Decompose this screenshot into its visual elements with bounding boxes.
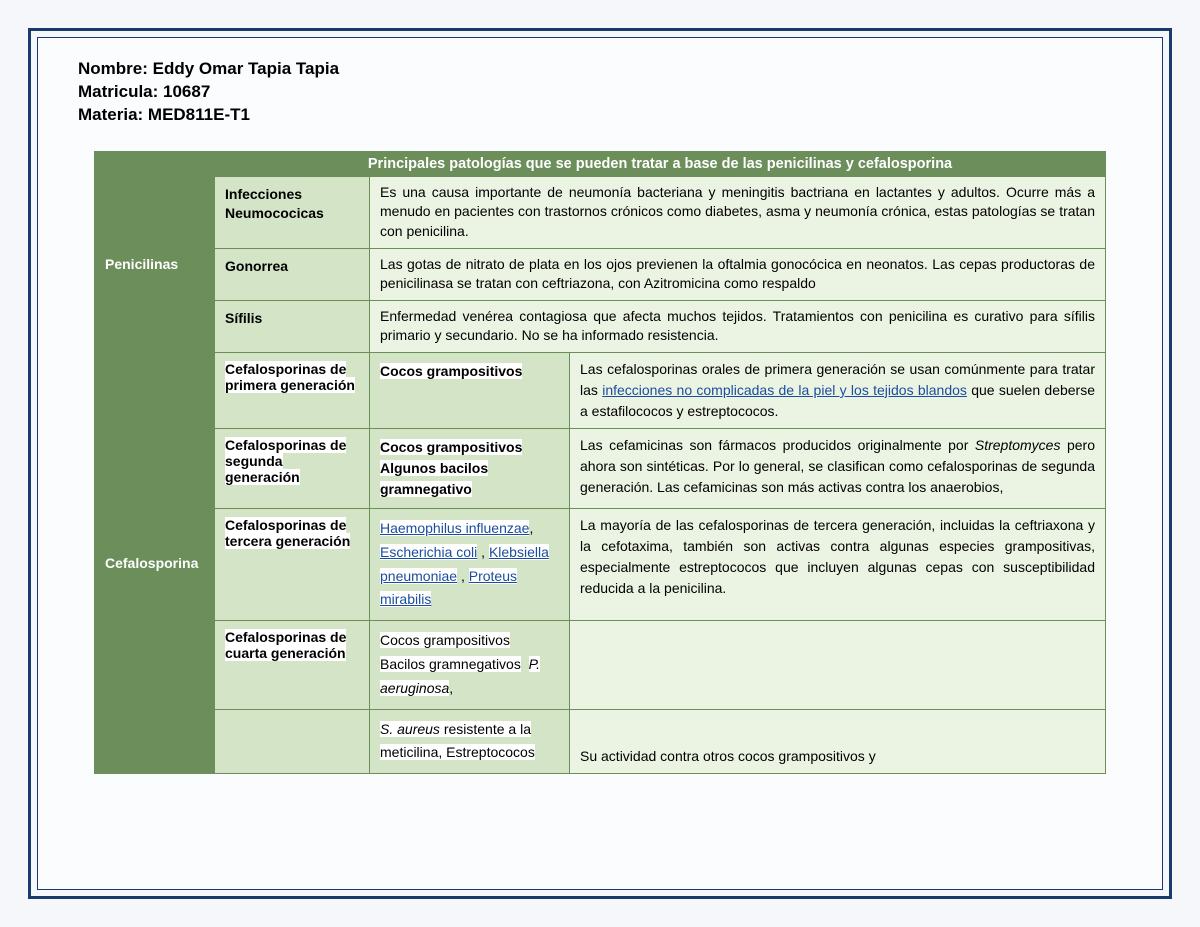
mid-text: Cocos grampositivos [380,363,522,379]
page-frame: Nombre: Eddy Omar Tapia Tapia Matricula:… [0,0,1200,927]
sub-text: Cefalosporinas de cuarta generación [225,629,346,661]
description: Las gotas de nitrato de plata en los ojo… [370,248,1106,300]
table-title: Principales patologías que se pueden tra… [215,151,1106,176]
mid-cell: Haemophilus influenzae, Escherichia coli… [370,508,570,620]
mid-text: Algunos bacilos gramnegativo [380,460,488,497]
mid-cell: Cocos grampositivos [370,352,570,428]
description: La mayoría de las cefalosporinas de terc… [570,508,1106,620]
header-materia: Materia: MED811E-T1 [78,104,1106,127]
table-row: Gonorrea Las gotas de nitrato de plata e… [95,248,1106,300]
description: Las cefalosporinas orales de primera gen… [570,352,1106,428]
mid-text-italic: S. aureus [380,721,440,737]
table-row: S. aureus resistente a la meticilina, Es… [95,709,1106,774]
description: Su actividad contra otros cocos gramposi… [570,709,1106,774]
desc-link[interactable]: infecciones no complicadas de la piel y … [602,382,967,398]
mid-cell: S. aureus resistente a la meticilina, Es… [370,709,570,774]
category-cefalosporina: Cefalosporina [95,352,215,773]
table-row: Penicilinas Infecciones Neumococicas Es … [95,176,1106,248]
mid-text: Cocos grampositivos [380,632,510,648]
subcategory: Sífilis [215,300,370,352]
mid-cell: Cocos grampositivos Bacilos gramnegativo… [370,621,570,709]
table-row: Cefalosporinas de segunda generación Coc… [95,428,1106,508]
description: Es una causa importante de neumonía bact… [370,176,1106,248]
header-nombre: Nombre: Eddy Omar Tapia Tapia [78,58,1106,81]
category-penicilinas: Penicilinas [95,176,215,352]
subcategory: Cefalosporinas de primera generación [215,352,370,428]
description: Las cefamicinas son fármacos producidos … [570,428,1106,508]
subcategory [215,709,370,774]
sub-text: Cefalosporinas de segunda generación [225,437,346,485]
subcategory: Gonorrea [215,248,370,300]
table-row: Cefalosporina Cefalosporinas de primera … [95,352,1106,428]
pathology-table: Principales patologías que se pueden tra… [94,151,1106,774]
table-row: Cefalosporinas de tercera generación Hae… [95,508,1106,620]
description: Enfermedad venérea contagiosa que afecta… [370,300,1106,352]
subcategory: Cefalosporinas de segunda generación [215,428,370,508]
description [570,621,1106,709]
table-row: Sífilis Enfermedad venérea contagiosa qu… [95,300,1106,352]
mid-text: Cocos grampositivos [380,439,522,455]
inner-border: Nombre: Eddy Omar Tapia Tapia Matricula:… [37,37,1163,890]
organism-link[interactable]: Haemophilus influenzae [380,520,529,536]
table-row: Cefalosporinas de cuarta generación Coco… [95,621,1106,709]
desc-text: Las cefamicinas son fármacos producidos … [580,437,1095,495]
table-title-spacer [95,151,215,176]
subcategory: Cefalosporinas de cuarta generación [215,621,370,709]
sub-text: Cefalosporinas de primera generación [225,361,355,393]
organism-link[interactable]: Escherichia coli [380,544,477,560]
header-matricula: Matricula: 10687 [78,81,1106,104]
outer-border: Nombre: Eddy Omar Tapia Tapia Matricula:… [28,28,1172,899]
subcategory: Infecciones Neumococicas [215,176,370,248]
mid-cell: Cocos grampositivos Algunos bacilos gram… [370,428,570,508]
mid-text: Bacilos gramnegativos [380,656,521,672]
table-title-row: Principales patologías que se pueden tra… [95,151,1106,176]
student-header: Nombre: Eddy Omar Tapia Tapia Matricula:… [78,58,1106,127]
subcategory: Cefalosporinas de tercera generación [215,508,370,620]
sub-text: Cefalosporinas de tercera generación [225,517,350,549]
